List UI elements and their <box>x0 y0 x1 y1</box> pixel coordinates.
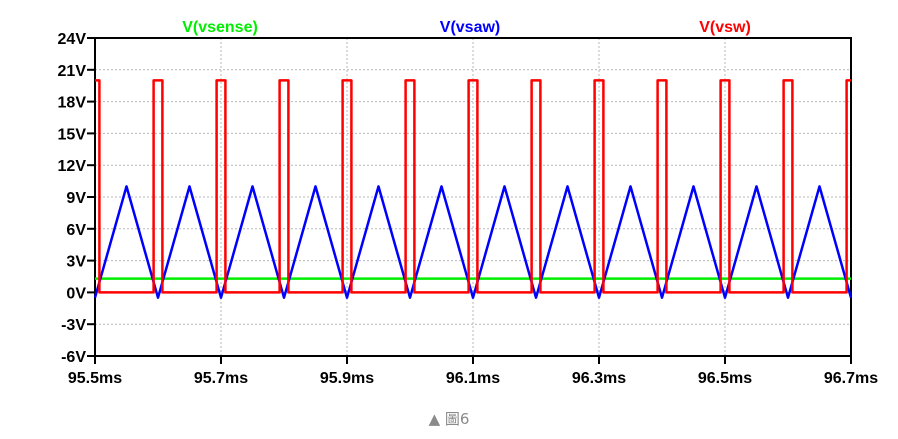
y-tick-label: 0V <box>66 285 86 302</box>
y-tick-label: 15V <box>58 126 87 143</box>
y-tick-label: 6V <box>66 222 86 239</box>
x-tick-label: 96.1ms <box>446 370 500 387</box>
y-tick-label: 12V <box>58 158 87 175</box>
y-tick-label: 18V <box>58 95 87 112</box>
x-tick-label: 95.7ms <box>194 370 248 387</box>
y-tick-label: 9V <box>66 190 86 207</box>
series-vvsaw-line <box>93 185 853 299</box>
x-tick-label: 96.7ms <box>824 370 878 387</box>
x-tick-label: 95.5ms <box>68 370 122 387</box>
legend-vvsaw: V(vsaw) <box>440 19 500 36</box>
x-tick-label: 95.9ms <box>320 370 374 387</box>
y-tick-label: 3V <box>66 254 86 271</box>
series-vvsw-line <box>95 79 851 294</box>
plot-frame <box>94 37 852 357</box>
y-tick-label: -3V <box>61 317 86 334</box>
figure-caption: ▲ 圖6 <box>428 410 470 428</box>
waveform-chart: 24V 21V 18V 15V 12V 9V 6V 3V 0V -3V -6V 95.5ms 95.7m… <box>58 19 879 387</box>
y-tick-label: -6V <box>61 349 86 366</box>
legend-vvsw: V(vsw) <box>699 19 751 36</box>
x-tick-label: 96.5ms <box>698 370 752 387</box>
x-tick-label: 96.3ms <box>572 370 626 387</box>
legend-vvsense: V(vsense) <box>182 19 258 36</box>
y-tick-label: 24V <box>58 31 87 48</box>
y-tick-label: 21V <box>58 63 87 80</box>
